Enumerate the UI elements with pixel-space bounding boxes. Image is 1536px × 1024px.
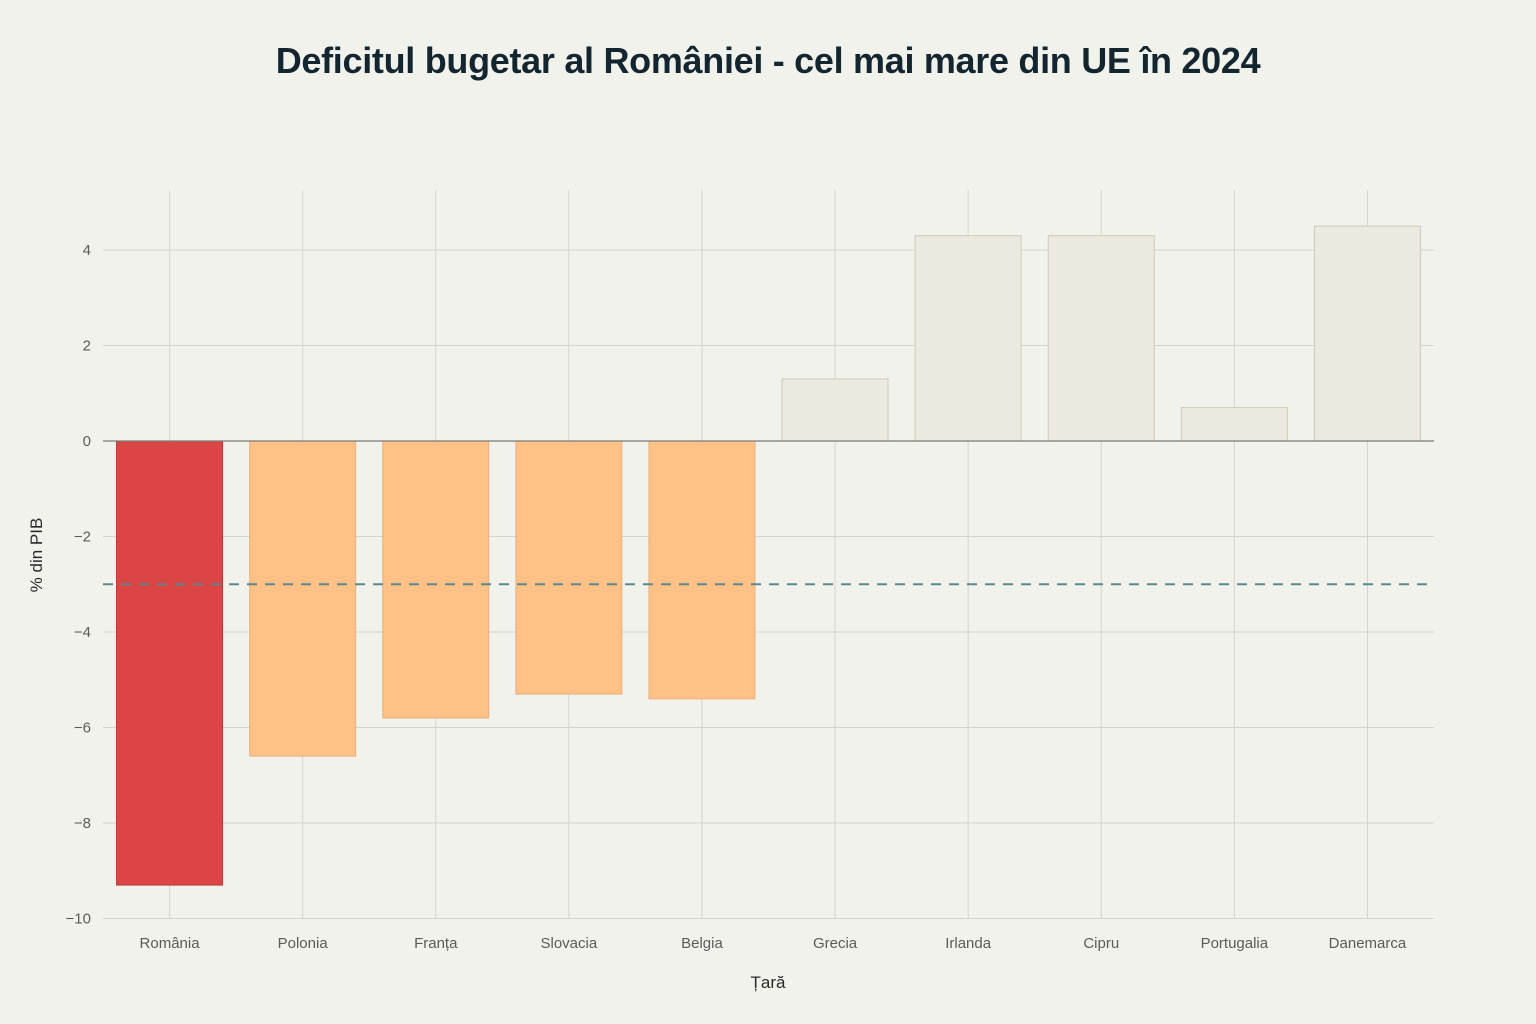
x-tick-label: Polonia — [278, 935, 329, 952]
bars-layer — [116, 225, 1421, 886]
x-tick-label: Slovacia — [540, 935, 597, 952]
bar-Cipru — [1047, 235, 1155, 442]
y-tick-labels: 4 2 0 −2 −4 −6 −8 −10 — [66, 242, 91, 928]
bar-Portugalia — [1180, 407, 1288, 442]
x-tick-labels: România Polonia Franța Slovacia Belgia Grecia… — [140, 935, 1407, 952]
bar-Franța — [382, 440, 490, 719]
bar-Slovacia — [515, 440, 623, 695]
x-tick-label: Franța — [414, 935, 458, 952]
x-tick-label: Grecia — [813, 935, 858, 952]
bar-Polonia — [249, 440, 357, 757]
x-tick-label: Cipru — [1083, 935, 1119, 952]
y-tick-label: −6 — [74, 720, 91, 737]
x-tick-label: Belgia — [681, 935, 723, 952]
x-tick-label: Irlanda — [945, 935, 992, 952]
y-tick-label: −2 — [74, 529, 91, 546]
bar-Grecia — [781, 378, 889, 442]
x-tick-label: Danemarca — [1329, 935, 1407, 952]
bar-Irlanda — [914, 235, 1022, 442]
reference-line-layer — [103, 440, 1434, 586]
x-axis-title: Țară — [751, 973, 787, 992]
y-tick-label: 0 — [83, 433, 91, 450]
y-tick-label: −8 — [74, 815, 91, 832]
y-tick-label: −4 — [74, 624, 91, 641]
bar-România — [116, 440, 224, 886]
y-tick-label: −10 — [66, 911, 91, 928]
bar-Danemarca — [1313, 225, 1421, 442]
y-tick-label: 4 — [83, 242, 91, 259]
x-tick-label: Portugalia — [1201, 935, 1269, 952]
chart-title: Deficitul bugetar al României - cel mai … — [275, 40, 1261, 81]
bar-Belgia — [648, 440, 756, 700]
y-tick-label: 2 — [83, 338, 91, 355]
x-tick-label: România — [140, 935, 201, 952]
y-axis-title: % din PIB — [27, 518, 46, 593]
